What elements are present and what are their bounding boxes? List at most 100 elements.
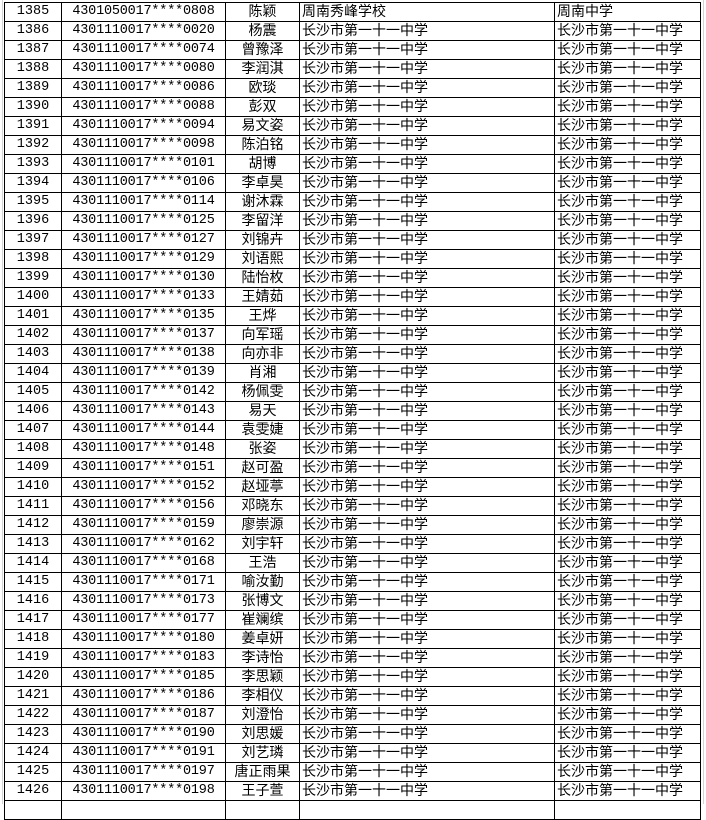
id-number-cell[interactable]: 4301110017****0168	[61, 553, 226, 573]
origin-school-cell[interactable]: 长沙市第一十一中学	[299, 629, 555, 649]
id-number-cell[interactable]: 4301110017****0183	[61, 648, 226, 668]
admitted-school-cell[interactable]: 长沙市第一十一中学	[554, 230, 701, 250]
student-name-cell[interactable]: 李卓昊	[225, 173, 300, 193]
origin-school-cell[interactable]: 长沙市第一十一中学	[299, 211, 555, 231]
admitted-school-cell[interactable]: 长沙市第一十一中学	[554, 344, 701, 364]
admitted-school-cell[interactable]: 长沙市第一十一中学	[554, 420, 701, 440]
student-name-cell[interactable]: 王烨	[225, 306, 300, 326]
row-number-cell[interactable]: 1394	[4, 173, 62, 193]
admitted-school-cell[interactable]: 长沙市第一十一中学	[554, 97, 701, 117]
student-name-cell[interactable]: 李相仪	[225, 686, 300, 706]
row-number-cell[interactable]: 1418	[4, 629, 62, 649]
id-number-cell[interactable]: 4301110017****0152	[61, 477, 226, 497]
origin-school-cell[interactable]: 长沙市第一十一中学	[299, 382, 555, 402]
admitted-school-cell[interactable]: 长沙市第一十一中学	[554, 363, 701, 383]
id-number-cell[interactable]: 4301110017****0143	[61, 401, 226, 421]
id-number-cell[interactable]: 4301110017****0130	[61, 268, 226, 288]
row-number-cell[interactable]: 1401	[4, 306, 62, 326]
row-number-cell[interactable]: 1411	[4, 496, 62, 516]
origin-school-cell[interactable]: 长沙市第一十一中学	[299, 401, 555, 421]
admitted-school-cell[interactable]: 长沙市第一十一中学	[554, 116, 701, 136]
id-number-cell[interactable]: 4301110017****0106	[61, 173, 226, 193]
admitted-school-cell[interactable]: 长沙市第一十一中学	[554, 78, 701, 98]
student-name-cell[interactable]: 邓晓东	[225, 496, 300, 516]
admitted-school-cell[interactable]: 长沙市第一十一中学	[554, 249, 701, 269]
origin-school-cell[interactable]: 长沙市第一十一中学	[299, 667, 555, 687]
student-name-cell[interactable]: 唐正雨果	[225, 762, 300, 782]
row-number-cell[interactable]: 1424	[4, 743, 62, 763]
origin-school-cell[interactable]: 长沙市第一十一中学	[299, 344, 555, 364]
row-number-cell[interactable]: 1421	[4, 686, 62, 706]
student-name-cell[interactable]: 李思颖	[225, 667, 300, 687]
origin-school-cell[interactable]: 长沙市第一十一中学	[299, 154, 555, 174]
row-number-cell[interactable]: 1385	[4, 2, 62, 22]
row-number-cell[interactable]: 1397	[4, 230, 62, 250]
origin-school-cell[interactable]: 长沙市第一十一中学	[299, 135, 555, 155]
row-number-cell[interactable]: 1408	[4, 439, 62, 459]
origin-school-cell[interactable]: 长沙市第一十一中学	[299, 705, 555, 725]
row-number-cell[interactable]: 1414	[4, 553, 62, 573]
row-number-cell[interactable]: 1410	[4, 477, 62, 497]
row-number-cell[interactable]: 1389	[4, 78, 62, 98]
row-number-cell[interactable]	[4, 800, 62, 820]
origin-school-cell[interactable]: 长沙市第一十一中学	[299, 781, 555, 801]
origin-school-cell[interactable]: 长沙市第一十一中学	[299, 553, 555, 573]
id-number-cell[interactable]: 4301110017****0125	[61, 211, 226, 231]
origin-school-cell[interactable]: 长沙市第一十一中学	[299, 287, 555, 307]
admitted-school-cell[interactable]: 长沙市第一十一中学	[554, 515, 701, 535]
student-name-cell[interactable]: 陆怡枚	[225, 268, 300, 288]
origin-school-cell[interactable]: 长沙市第一十一中学	[299, 97, 555, 117]
row-number-cell[interactable]: 1403	[4, 344, 62, 364]
origin-school-cell[interactable]: 长沙市第一十一中学	[299, 40, 555, 60]
student-name-cell[interactable]: 李留洋	[225, 211, 300, 231]
student-name-cell[interactable]: 姜卓妍	[225, 629, 300, 649]
student-name-cell[interactable]: 喻汝勤	[225, 572, 300, 592]
origin-school-cell[interactable]: 长沙市第一十一中学	[299, 439, 555, 459]
origin-school-cell[interactable]: 长沙市第一十一中学	[299, 306, 555, 326]
id-number-cell[interactable]: 4301110017****0086	[61, 78, 226, 98]
id-number-cell[interactable]	[61, 800, 226, 820]
id-number-cell[interactable]: 4301110017****0162	[61, 534, 226, 554]
id-number-cell[interactable]: 4301110017****0129	[61, 249, 226, 269]
admitted-school-cell[interactable]: 长沙市第一十一中学	[554, 287, 701, 307]
admitted-school-cell[interactable]: 长沙市第一十一中学	[554, 21, 701, 41]
id-number-cell[interactable]: 4301110017****0198	[61, 781, 226, 801]
student-name-cell[interactable]	[225, 800, 300, 820]
admitted-school-cell[interactable]: 长沙市第一十一中学	[554, 192, 701, 212]
origin-school-cell[interactable]: 长沙市第一十一中学	[299, 534, 555, 554]
admitted-school-cell[interactable]: 长沙市第一十一中学	[554, 154, 701, 174]
admitted-school-cell[interactable]: 长沙市第一十一中学	[554, 591, 701, 611]
origin-school-cell[interactable]: 长沙市第一十一中学	[299, 116, 555, 136]
origin-school-cell[interactable]: 长沙市第一十一中学	[299, 78, 555, 98]
id-number-cell[interactable]: 4301110017****0148	[61, 439, 226, 459]
student-name-cell[interactable]: 刘语熙	[225, 249, 300, 269]
student-name-cell[interactable]: 向亦非	[225, 344, 300, 364]
origin-school-cell[interactable]: 长沙市第一十一中学	[299, 192, 555, 212]
admitted-school-cell[interactable]: 长沙市第一十一中学	[554, 173, 701, 193]
id-number-cell[interactable]: 4301110017****0114	[61, 192, 226, 212]
student-name-cell[interactable]: 张博文	[225, 591, 300, 611]
student-name-cell[interactable]: 易天	[225, 401, 300, 421]
id-number-cell[interactable]: 4301110017****0088	[61, 97, 226, 117]
row-number-cell[interactable]: 1387	[4, 40, 62, 60]
student-name-cell[interactable]: 肖湘	[225, 363, 300, 383]
row-number-cell[interactable]: 1404	[4, 363, 62, 383]
row-number-cell[interactable]: 1388	[4, 59, 62, 79]
student-name-cell[interactable]: 王浩	[225, 553, 300, 573]
student-name-cell[interactable]: 袁雯婕	[225, 420, 300, 440]
id-number-cell[interactable]: 4301110017****0186	[61, 686, 226, 706]
student-name-cell[interactable]: 易文姿	[225, 116, 300, 136]
row-number-cell[interactable]: 1405	[4, 382, 62, 402]
admitted-school-cell[interactable]: 长沙市第一十一中学	[554, 686, 701, 706]
student-name-cell[interactable]: 向军瑶	[225, 325, 300, 345]
id-number-cell[interactable]: 4301050017****0808	[61, 2, 226, 22]
admitted-school-cell[interactable]: 周南中学	[554, 2, 701, 22]
student-name-cell[interactable]: 李诗怡	[225, 648, 300, 668]
admitted-school-cell[interactable]: 长沙市第一十一中学	[554, 439, 701, 459]
student-name-cell[interactable]: 赵可盈	[225, 458, 300, 478]
id-number-cell[interactable]: 4301110017****0098	[61, 135, 226, 155]
row-number-cell[interactable]: 1419	[4, 648, 62, 668]
origin-school-cell[interactable]: 长沙市第一十一中学	[299, 21, 555, 41]
row-number-cell[interactable]: 1399	[4, 268, 62, 288]
row-number-cell[interactable]: 1407	[4, 420, 62, 440]
